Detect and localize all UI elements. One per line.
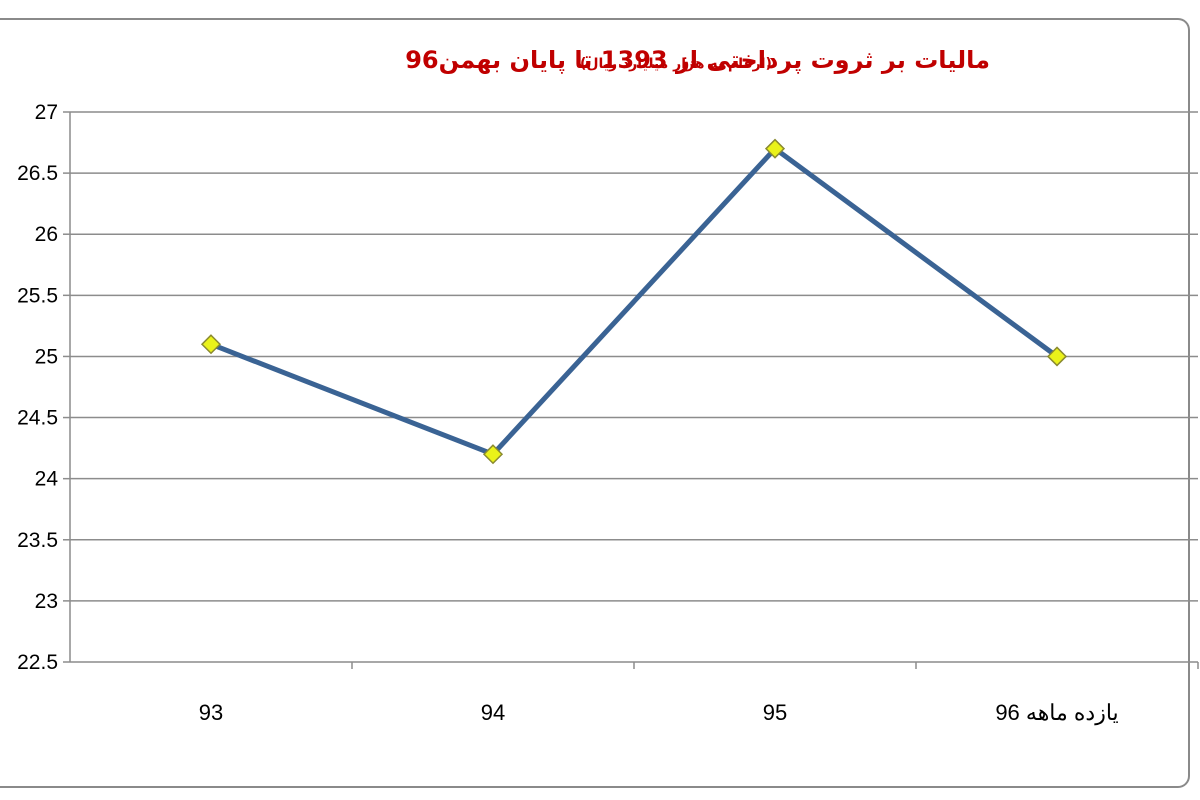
- y-tick-label: 22.5: [17, 651, 58, 674]
- data-point-marker: [1046, 346, 1068, 367]
- data-point-marker: [482, 444, 504, 465]
- y-tick-label: 23: [35, 590, 58, 613]
- x-tick-label: 94: [481, 700, 505, 725]
- data-point-marker: [764, 138, 786, 159]
- data-point-marker: [200, 334, 222, 355]
- y-tick-label: 24: [35, 468, 59, 491]
- y-tick-label: 26.5: [17, 162, 58, 185]
- axis-layer: [63, 111, 1199, 669]
- y-tick-label: 24.5: [17, 407, 58, 430]
- x-tick-label: 93: [199, 700, 223, 725]
- x-tick-label: یازده ماهه 96: [995, 700, 1118, 726]
- y-tick-label: 25: [35, 345, 58, 368]
- chart-title: مالیات بر ثروت پرداختی از 1393 تا پایان …: [405, 46, 990, 74]
- chart-frame: [0, 18, 1190, 788]
- y-tick-label: 25.5: [17, 284, 58, 307]
- chart-subtitle: (ارقام به هزار میلیارد ریال): [580, 56, 772, 72]
- y-tick-label: 26: [35, 223, 58, 246]
- y-tick-label: 27: [35, 101, 58, 124]
- chart-title-group: مالیات بر ثروت پرداختی از 1393 تا پایان …: [405, 46, 990, 74]
- x-tick-labels: 93 94 95 یازده ماهه 96: [199, 700, 1119, 726]
- y-tick-label: 23.5: [17, 529, 58, 552]
- grid-layer: [70, 111, 1198, 602]
- y-tick-labels: 22.5 23 23.5 24 24.5 25 25.5 26 26.5 27: [17, 101, 58, 674]
- x-tick-label: 95: [763, 700, 787, 725]
- series-line: [208, 146, 1060, 457]
- series-layer: [200, 138, 1068, 465]
